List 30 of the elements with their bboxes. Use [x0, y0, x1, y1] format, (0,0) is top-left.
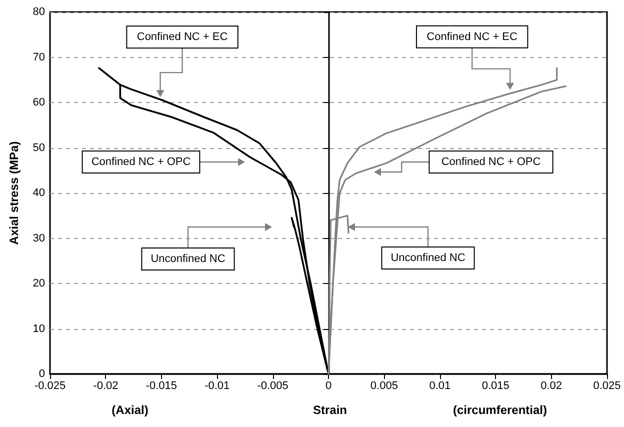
x-tick-label: 0.015 — [482, 380, 510, 392]
y-axis-title: Axial stress (MPa) — [7, 141, 21, 245]
annotation: Unconfined NC — [390, 252, 466, 264]
annotation: Unconfined NC — [150, 253, 226, 265]
x-tick-label: 0.005 — [370, 380, 398, 392]
annotation: Confined NC + EC — [136, 31, 228, 44]
annotation: Confined NC + OPC — [441, 156, 541, 168]
x-tick-label: -0.02 — [93, 380, 118, 392]
x-tick-label: -0.015 — [146, 380, 177, 392]
x-tick-label: -0.005 — [257, 380, 288, 392]
y-tick-label: 50 — [32, 142, 45, 154]
y-tick-label: 20 — [32, 278, 45, 290]
annotation: Confined NC + EC — [426, 30, 518, 43]
y-tick-label: 30 — [32, 232, 45, 244]
x-tick-label: -0.025 — [34, 380, 66, 392]
text: (circumferential) — [452, 403, 548, 417]
y-tick-label: 70 — [32, 51, 45, 64]
y-tick-label: 80 — [32, 6, 45, 18]
x-tick-label: 0.02 — [540, 380, 562, 392]
x-tick-label: 0 — [325, 380, 332, 392]
text: (Axial) — [112, 403, 148, 417]
y-tick-label: 60 — [32, 96, 45, 108]
x-axis-title: Strain — [312, 403, 348, 417]
y-tick-label: 10 — [32, 322, 45, 335]
y-tick-label: 40 — [32, 187, 45, 199]
x-tick-label: 0.025 — [593, 380, 621, 392]
y-tick-label: 0 — [38, 368, 45, 380]
x-tick-label: 0.01 — [429, 380, 451, 392]
annotation: Confined NC + OPC — [91, 156, 191, 168]
x-tick-label: -0.01 — [204, 380, 230, 392]
